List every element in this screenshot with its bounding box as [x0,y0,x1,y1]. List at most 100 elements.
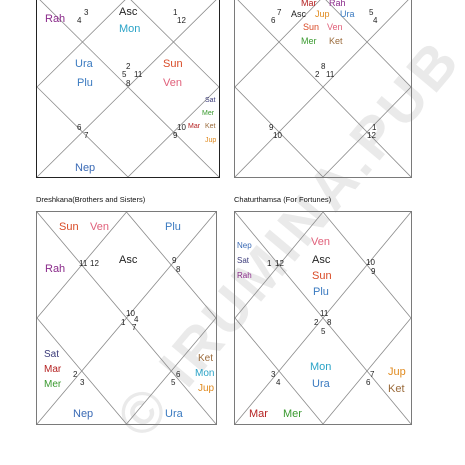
house-number: 3 [84,8,89,17]
house-number: 12 [367,131,376,140]
planet-mon: Mon [310,361,332,373]
planet-ket: Ket [205,123,216,130]
planet-mar: Mar [188,123,201,130]
planet-plu: Plu [313,286,329,298]
planet-sat: Sat [237,256,250,265]
ascendant-label: Asc [119,254,138,266]
house-number: 11 [320,309,329,318]
ascendant-label: Asc [312,254,331,266]
house-number: 12 [275,259,284,268]
house-number: 3 [80,378,85,387]
planet-ura: Ura [165,408,183,420]
chart-grid-lines [235,212,411,424]
planet-rah: Rah [237,271,252,280]
house-number: 5 [122,70,127,79]
house-number: 2 [315,70,320,79]
house-number: 11 [326,70,335,79]
planet-mar: Mar [301,0,317,8]
planet-rah: Rah [329,0,346,8]
planet-plu: Plu [165,221,181,233]
planet-ket: Ket [198,353,214,364]
house-number: 3 [271,370,276,379]
house-number: 6 [77,123,82,132]
chart-grid-lines [37,212,216,424]
house-number: 7 [277,8,282,17]
house-number: 5 [321,327,326,336]
house-number: 9 [173,131,178,140]
house-number: 2 [73,370,78,379]
house-number: 10 [273,131,282,140]
house-number: 12 [90,259,99,268]
house-number: 4 [276,378,281,387]
planet-nep: Nep [75,162,96,174]
planet-jup: Jup [205,137,217,144]
chart-top-left: 3 4 1 12 2 5 11 8 6 7 10 9 Rah Asc Mon U… [36,0,220,178]
planet-rah: Rah [45,13,66,25]
planet-sun: Sun [59,221,79,233]
chart-chaturthamsa: 1 12 10 9 11 2 8 5 3 4 7 6 Nep Sat Rah V… [234,211,412,425]
house-number: 4 [134,315,139,324]
planet-mer: Mer [202,110,215,117]
planet-mon: Mon [195,368,215,379]
ascendant-label: Asc [119,6,138,18]
planet-jup: Jup [315,9,330,19]
planet-ven: Ven [90,221,109,233]
planet-ura: Ura [312,378,330,390]
house-number: 7 [132,323,137,332]
house-number: 2 [126,62,131,71]
chart-top-right: 7 6 5 4 8 2 11 9 10 1 12 Mar Rah Asc Jup… [234,0,412,178]
planet-ven: Ven [311,236,330,248]
planet-nep: Nep [73,408,94,420]
house-number: 11 [79,259,88,268]
house-number: 8 [321,62,326,71]
planet-sun: Sun [312,270,332,282]
planet-mer: Mer [283,408,302,420]
planet-ket: Ket [388,383,405,395]
planet-ura: Ura [75,58,93,70]
planet-mon: Mon [119,23,141,35]
house-number: 9 [172,256,177,265]
ascendant-label: Asc [291,9,307,19]
planet-jup: Jup [388,366,406,378]
planet-ket: Ket [329,36,343,46]
house-number: 6 [366,378,371,387]
house-number: 7 [370,370,375,379]
planet-sun: Sun [303,22,320,32]
planet-ura: Ura [340,9,355,19]
chart-dreshkana: 11 12 9 8 10 1 4 7 2 3 6 5 Sun Ven Plu R… [36,211,217,425]
chart-title-dreshkana: Dreshkana(Brothers and Sisters) [36,195,146,204]
house-number: 1 [121,318,126,327]
house-number: 7 [84,131,89,140]
planet-ven: Ven [327,22,343,32]
house-number: 12 [177,16,186,25]
house-number: 10 [366,258,375,267]
planet-mar: Mar [44,364,62,375]
planet-sat: Sat [205,97,216,104]
planet-plu: Plu [77,77,93,89]
house-number: 1 [267,259,272,268]
planet-sat: Sat [44,349,60,360]
house-number: 9 [371,267,376,276]
planet-ven: Ven [163,77,182,89]
planet-nep: Nep [237,241,252,250]
house-number: 1 [372,123,377,132]
planet-mar: Mar [249,408,268,420]
house-number: 4 [77,16,82,25]
house-number: 5 [369,8,374,17]
house-number: 1 [173,8,178,17]
chart-grid-lines [37,0,219,177]
house-number: 6 [176,370,181,379]
planet-jup: Jup [198,383,215,394]
house-number: 8 [327,318,332,327]
chart-grid-lines [235,0,411,177]
house-number: 8 [176,265,181,274]
house-number: 6 [271,16,276,25]
chart-title-chaturthamsa: Chaturthamsa (For Fortunes) [234,195,332,204]
house-number: 5 [171,378,176,387]
house-number: 8 [126,79,131,88]
house-number: 4 [373,16,378,25]
house-number: 10 [126,309,135,318]
house-number: 10 [177,123,186,132]
planet-mer: Mer [301,36,317,46]
planet-rah: Rah [45,263,66,275]
